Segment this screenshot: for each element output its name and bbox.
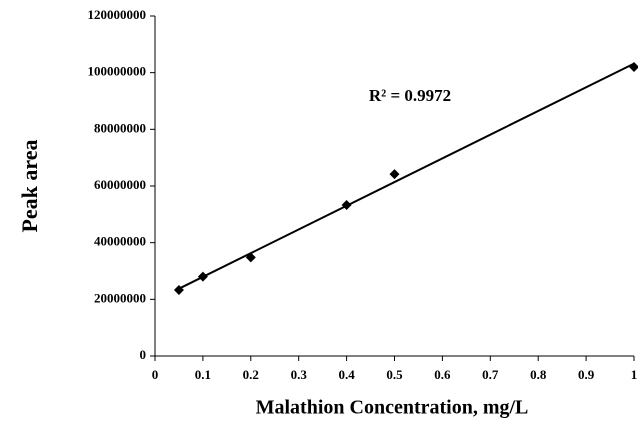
y-axis-label: Peak area	[17, 139, 42, 232]
x-tick-label: 0.6	[434, 367, 451, 382]
x-tick-label: 0.5	[386, 367, 403, 382]
x-tick-label: 0.9	[578, 367, 595, 382]
annotation: R² = 0.9972	[369, 86, 451, 105]
y-tick-label: 60000000	[94, 177, 146, 192]
x-tick-label: 0.3	[291, 367, 308, 382]
y-tick-label: 80000000	[94, 120, 146, 135]
y-tick-label: 100000000	[88, 64, 147, 79]
point	[197, 271, 208, 282]
y-tick-label: 20000000	[94, 290, 146, 305]
y-tick-label: 0	[140, 347, 147, 362]
x-tick-label: 0.4	[338, 367, 355, 382]
x-tick-label: 0.1	[195, 367, 211, 382]
x-tick-label: 0.2	[243, 367, 259, 382]
point	[341, 199, 352, 210]
y-tick-label: 40000000	[94, 234, 146, 249]
point	[389, 169, 400, 180]
point	[173, 284, 184, 295]
point	[245, 252, 256, 263]
x-tick-label: 1	[631, 367, 638, 382]
x-axis-label: Malathion Concentration, mg/L	[256, 397, 529, 419]
x-tick-label: 0	[152, 367, 159, 382]
point	[629, 62, 638, 72]
x-tick-label: 0.8	[530, 367, 547, 382]
y-tick-label: 120000000	[88, 7, 147, 22]
trendline	[178, 62, 635, 290]
x-tick-label: 0.7	[482, 367, 499, 382]
